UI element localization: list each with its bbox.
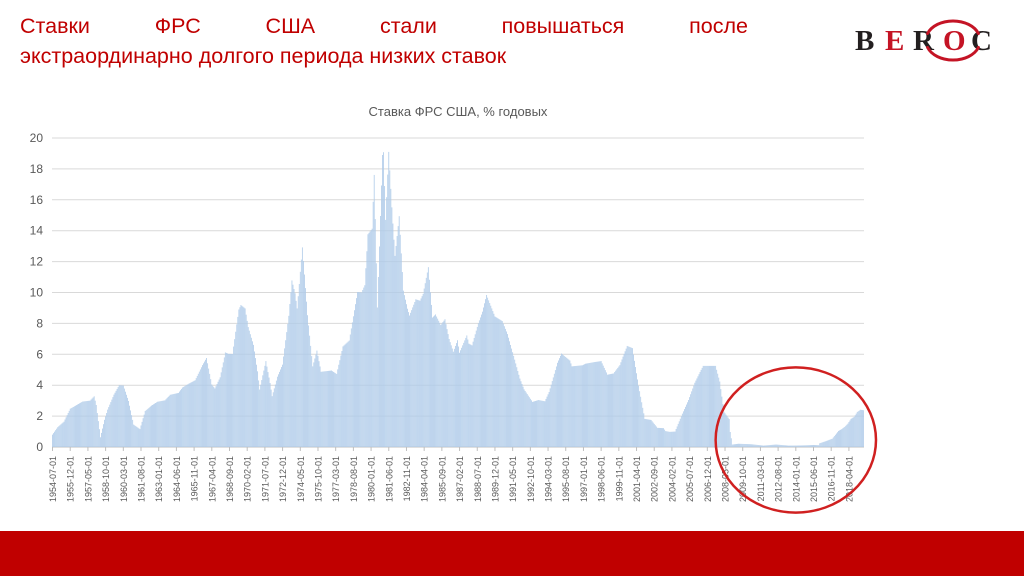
slide-title: Ставки ФРС США стали повышаться после эк…	[20, 11, 748, 71]
svg-text:1989-12-01: 1989-12-01	[490, 456, 500, 502]
svg-text:12: 12	[30, 255, 44, 269]
svg-text:1982-11-01: 1982-11-01	[402, 456, 412, 501]
svg-text:20: 20	[30, 131, 44, 145]
svg-text:2006-12-01: 2006-12-01	[703, 456, 713, 502]
chart-title: Ставка ФРС США, % годовых	[368, 104, 548, 119]
x-axis-ticks	[52, 447, 850, 451]
logo-bottom-arc-icon	[926, 46, 980, 62]
svg-text:1977-03-01: 1977-03-01	[331, 456, 341, 502]
svg-text:10: 10	[30, 286, 44, 300]
logo-letter-b: B	[855, 25, 874, 57]
svg-text:18: 18	[30, 162, 44, 176]
svg-text:1978-08-01: 1978-08-01	[349, 456, 359, 502]
svg-text:1984-04-01: 1984-04-01	[420, 456, 430, 502]
svg-text:2009-10-01: 2009-10-01	[738, 456, 748, 502]
svg-text:1958-10-01: 1958-10-01	[101, 456, 111, 502]
svg-text:1975-10-01: 1975-10-01	[313, 456, 323, 502]
low-rates-annotation-circle	[714, 366, 878, 514]
svg-text:8: 8	[36, 316, 43, 330]
svg-text:1980-01-01: 1980-01-01	[367, 456, 377, 502]
svg-text:1995-08-01: 1995-08-01	[561, 456, 571, 502]
svg-text:1963-01-01: 1963-01-01	[154, 456, 164, 502]
svg-text:2014-01-01: 2014-01-01	[791, 456, 801, 502]
svg-text:1987-02-01: 1987-02-01	[455, 456, 465, 502]
svg-text:2008-05-01: 2008-05-01	[721, 456, 731, 502]
svg-text:4: 4	[36, 378, 43, 392]
logo-letter-o: O	[943, 25, 966, 57]
svg-text:2005-07-01: 2005-07-01	[685, 456, 695, 502]
svg-text:1970-02-01: 1970-02-01	[243, 456, 253, 502]
svg-text:1954-07-01: 1954-07-01	[48, 456, 58, 502]
logo-top-arc-icon	[926, 19, 980, 35]
svg-text:2002-09-01: 2002-09-01	[650, 456, 660, 502]
gridlines	[52, 137, 864, 448]
svg-text:1955-12-01: 1955-12-01	[66, 456, 76, 502]
svg-text:1988-07-01: 1988-07-01	[473, 456, 483, 502]
svg-text:1985-09-01: 1985-09-01	[437, 456, 447, 502]
svg-text:1974-05-01: 1974-05-01	[296, 456, 306, 502]
svg-text:1998-06-01: 1998-06-01	[597, 456, 607, 502]
svg-text:2018-04-01: 2018-04-01	[844, 456, 854, 502]
svg-text:1957-05-01: 1957-05-01	[83, 456, 93, 502]
svg-text:2011-03-01: 2011-03-01	[756, 456, 766, 501]
footer-bar	[0, 531, 1024, 576]
svg-text:1967-04-01: 1967-04-01	[207, 456, 217, 502]
svg-text:1991-05-01: 1991-05-01	[508, 456, 518, 502]
svg-text:1960-03-01: 1960-03-01	[119, 456, 129, 502]
svg-text:14: 14	[30, 224, 44, 238]
y-axis-labels: 0 2 4 6 8 10 12 14 16 18 20	[30, 131, 44, 454]
logo-letter-e: E	[885, 25, 904, 57]
svg-text:1972-12-01: 1972-12-01	[278, 456, 288, 502]
svg-text:0: 0	[36, 440, 43, 454]
svg-text:1961-08-01: 1961-08-01	[137, 456, 147, 502]
svg-text:6: 6	[36, 347, 43, 361]
svg-text:2012-08-01: 2012-08-01	[774, 456, 784, 502]
svg-text:2001-04-01: 2001-04-01	[632, 456, 642, 502]
beroc-logo: B E R O C	[855, 19, 992, 62]
svg-text:2: 2	[36, 409, 43, 423]
slide-title-line2: экстраординарно долгого периода низких с…	[20, 44, 507, 68]
rate-bars	[52, 151, 864, 448]
fed-rate-chart: 0 2 4 6 8 10 12 14 16 18 20 1954-07-01 1955-12-01 195…	[0, 95, 1024, 535]
svg-text:1999-11-01: 1999-11-01	[614, 456, 624, 501]
svg-text:16: 16	[30, 193, 44, 207]
svg-text:2015-06-01: 2015-06-01	[809, 456, 819, 502]
slide-title-line1: Ставки ФРС США стали повышаться после	[20, 14, 748, 38]
svg-text:2004-02-01: 2004-02-01	[667, 456, 677, 502]
svg-text:1971-07-01: 1971-07-01	[260, 456, 270, 502]
svg-text:1964-06-01: 1964-06-01	[172, 456, 182, 502]
svg-text:1994-03-01: 1994-03-01	[544, 456, 554, 502]
svg-text:1997-01-01: 1997-01-01	[579, 456, 589, 502]
svg-text:1981-06-01: 1981-06-01	[384, 456, 394, 502]
x-axis-labels: 1954-07-01 1955-12-01 1957-05-01 1958-10-01…	[48, 456, 854, 502]
svg-text:1968-09-01: 1968-09-01	[225, 456, 235, 502]
svg-text:2016-11-01: 2016-11-01	[827, 456, 837, 501]
svg-text:1992-10-01: 1992-10-01	[526, 456, 536, 502]
svg-text:1965-11-01: 1965-11-01	[190, 456, 200, 501]
